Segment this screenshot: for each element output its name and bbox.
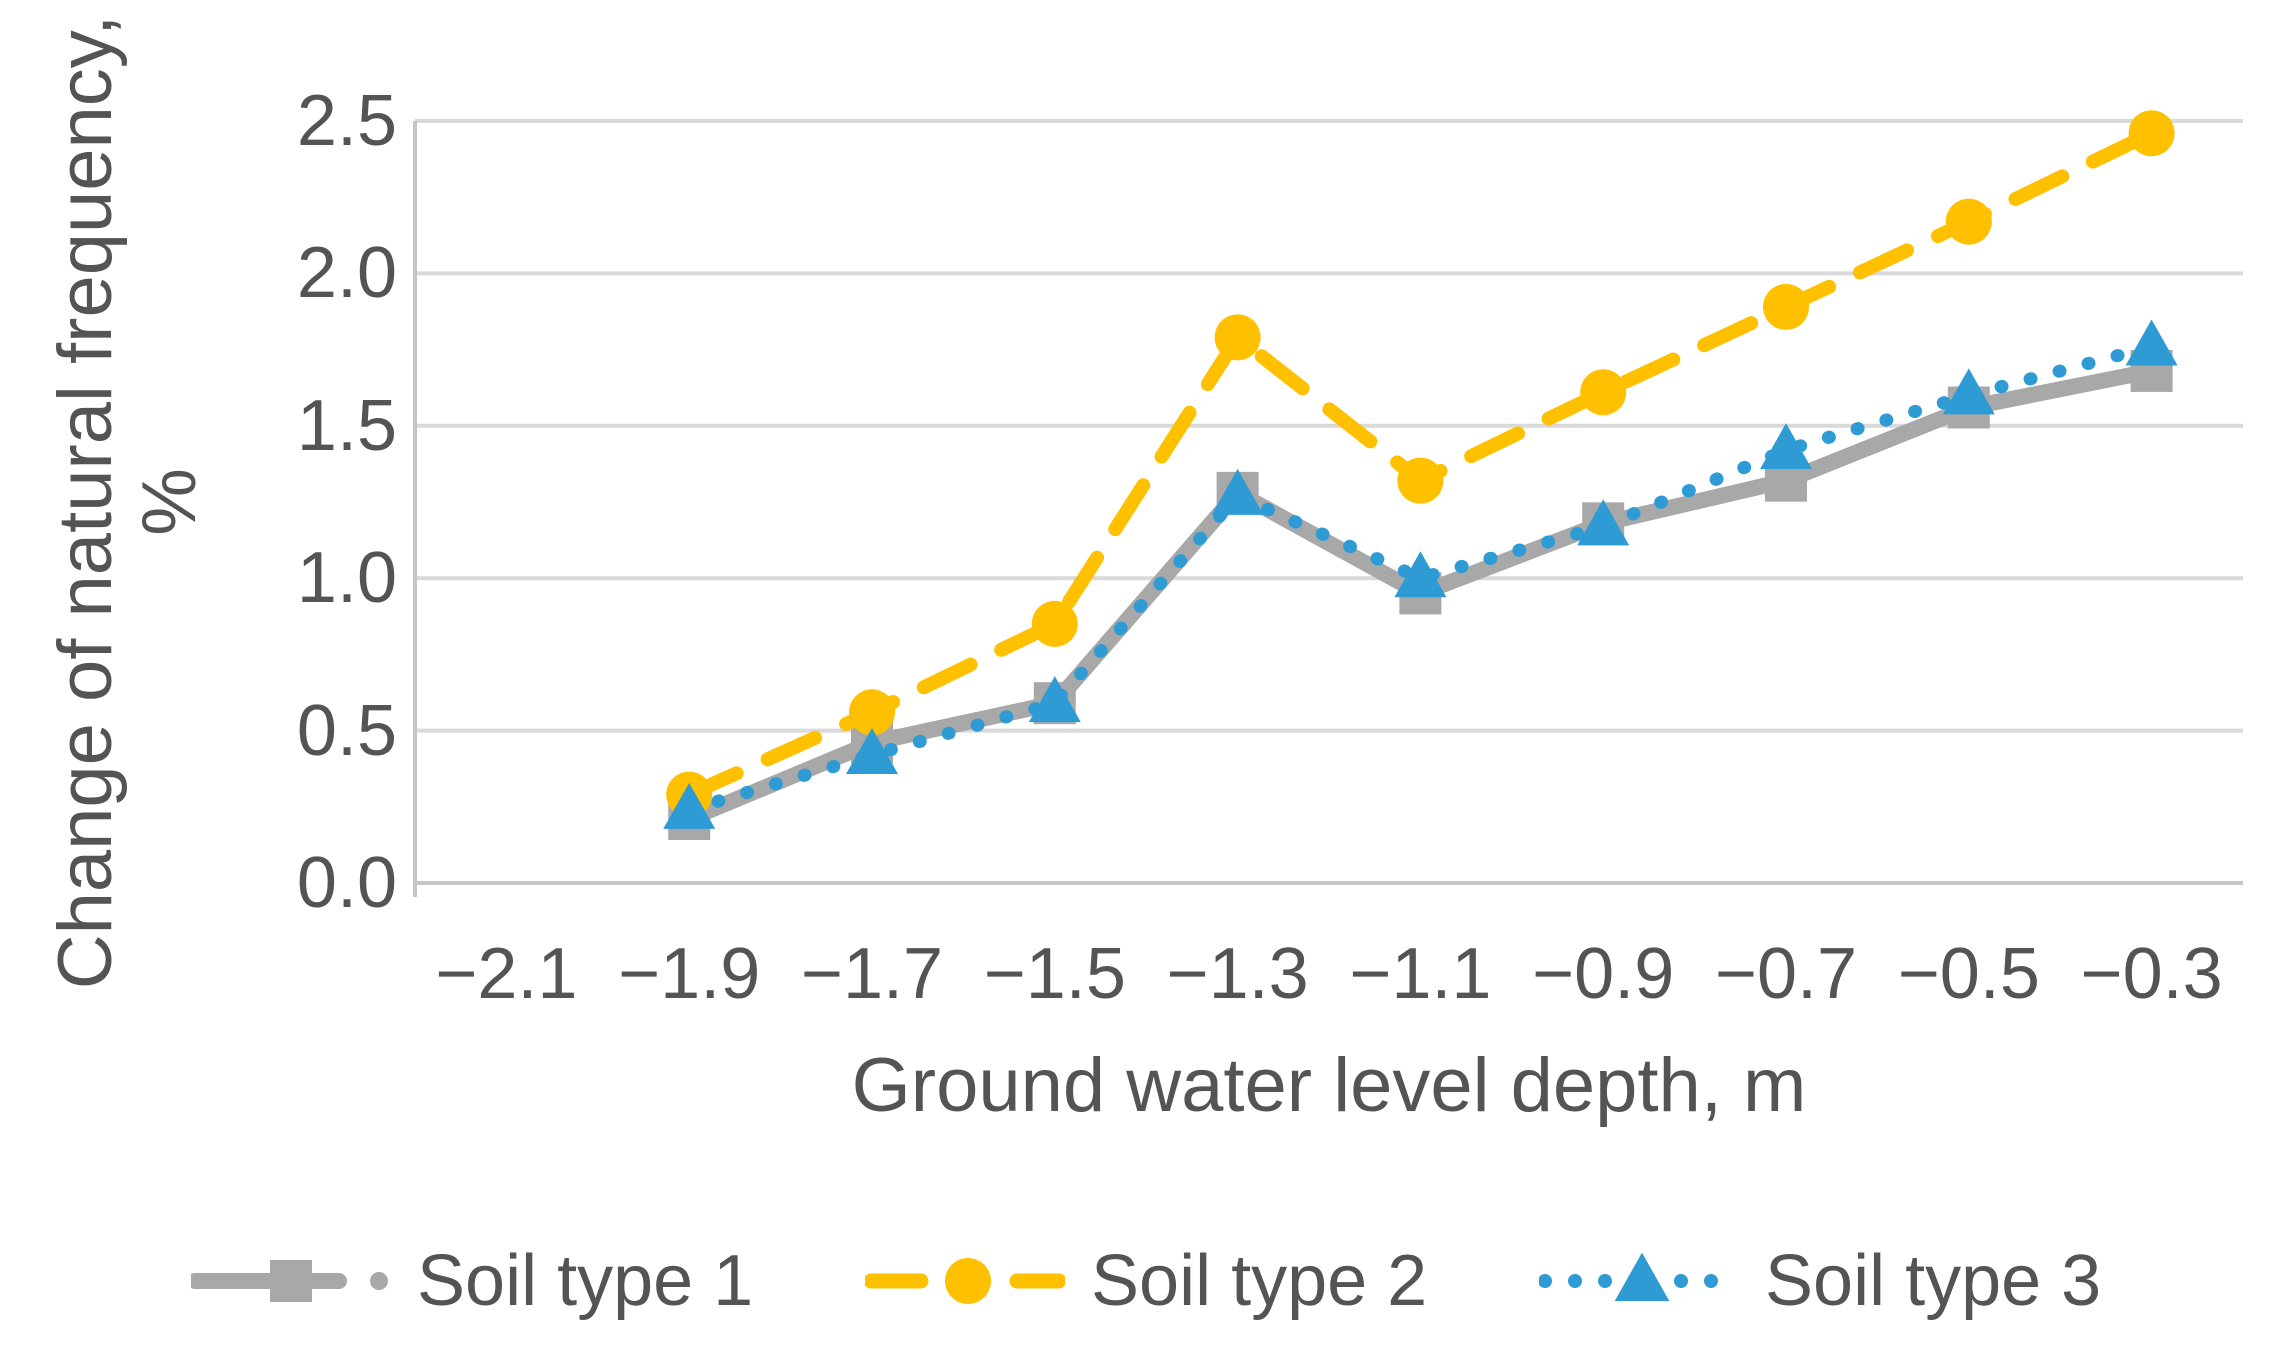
marker-circle	[1214, 314, 1261, 361]
marker-triangle	[1211, 468, 1264, 515]
x-tick-label: −1.9	[618, 934, 761, 1014]
y-tick-label: 0.5	[296, 690, 397, 771]
x-tick-label: −1.7	[800, 934, 944, 1014]
y-tick-label: 1.0	[296, 538, 397, 619]
y-tick-label: 2.5	[296, 81, 397, 161]
marker-circle	[849, 689, 895, 736]
y-axis-title: Change of natural frequency, %	[43, 2, 212, 1002]
x-axis-title: Ground water level depth, m	[851, 1043, 1807, 1128]
marker-triangle	[1394, 551, 1447, 598]
marker-circle	[1031, 600, 1078, 647]
marker-triangle	[1028, 676, 1081, 723]
marker-triangle	[1577, 499, 1630, 546]
marker-square	[270, 1260, 312, 1302]
legend-sample-circle-icon	[865, 1258, 1065, 1304]
x-tick-label: −0.7	[1714, 934, 1858, 1014]
legend-label: Soil type 2	[1091, 1241, 1428, 1321]
legend-label: Soil type 3	[1765, 1241, 2102, 1321]
x-tick-label: −0.9	[1532, 934, 1675, 1014]
x-tick-label: −0.3	[2080, 934, 2223, 1014]
marker-circle	[1945, 198, 1992, 245]
legend-sample-square-icon	[191, 1260, 388, 1302]
y-axis-title-line1: Change of natural frequency,	[43, 14, 128, 990]
x-tick-label: −2.1	[435, 934, 578, 1014]
marker-triangle	[846, 727, 898, 774]
marker-triangle	[2125, 319, 2178, 366]
x-tick-label: −1.3	[1166, 934, 1309, 1014]
marker-circle	[1763, 283, 1809, 330]
x-tick-label: −1.1	[1349, 934, 1492, 1014]
marker-triangle	[663, 782, 716, 829]
x-tick-label: −1.5	[983, 934, 1126, 1014]
marker-circle	[945, 1258, 991, 1304]
legend-sample-triangle-icon	[1539, 1252, 1718, 1301]
marker-triangle	[1760, 423, 1812, 470]
legend-item-1: Soil type 1	[191, 1221, 753, 1341]
x-tick-label: −0.5	[1897, 934, 2040, 1014]
legend-label: Soil type 1	[417, 1241, 754, 1321]
marker-circle	[2128, 110, 2175, 157]
legend-item-2: Soil type 2	[865, 1221, 1427, 1341]
marker-circle	[1580, 369, 1627, 416]
legend-item-3: Soil type 3	[1539, 1221, 2101, 1341]
marker-triangle	[1614, 1252, 1670, 1301]
marker-circle	[1397, 457, 1444, 504]
y-tick-label: 0.0	[296, 843, 397, 923]
marker-triangle	[1942, 368, 1995, 415]
y-tick-label: 1.5	[296, 385, 397, 466]
y-tick-label: 2.0	[296, 233, 397, 314]
